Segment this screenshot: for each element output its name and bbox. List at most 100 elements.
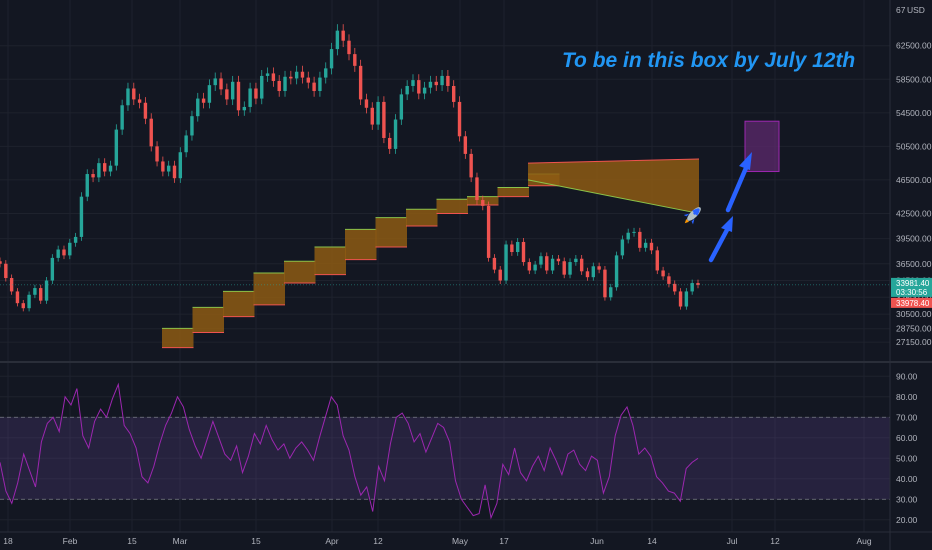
candle-body	[428, 81, 433, 88]
candle-body	[318, 77, 322, 92]
candle-body	[638, 231, 642, 248]
candle-body	[504, 244, 508, 281]
candle-body	[550, 258, 555, 271]
candle-body	[120, 105, 124, 130]
rsi-tick-label: 40.00	[896, 474, 918, 484]
candle-body	[492, 257, 497, 270]
candle-body	[9, 278, 14, 292]
time-axis[interactable]: 18 Feb 15 Mar 15 Apr 12 May 17 Jun 14 Jul 12 Aug	[3, 536, 872, 546]
time-tick-label: 18	[3, 536, 13, 546]
channel-wedge	[528, 158, 699, 214]
rsi-axis[interactable]: 20.00 30.00 40.00 50.00 60.00 70.00 80.00 90.00	[896, 371, 918, 525]
candle-body	[556, 258, 561, 262]
candle-body	[178, 152, 183, 179]
channel-step	[192, 307, 224, 333]
candle-body	[225, 89, 229, 100]
candle-body	[498, 269, 502, 281]
candle-body	[434, 81, 438, 86]
candle-body	[661, 270, 665, 277]
price-tick-label: 39500.00	[896, 234, 932, 244]
candle-body	[574, 258, 578, 263]
channel-step	[223, 291, 255, 317]
candle-body	[678, 291, 683, 307]
candle-body	[393, 119, 398, 149]
candle-body	[463, 136, 468, 154]
candle-body	[486, 205, 491, 258]
upward-arrows[interactable]	[708, 152, 752, 263]
candle-body	[15, 291, 20, 304]
annotation-text[interactable]: To be in this box by July 12th	[562, 49, 855, 72]
candle-body	[132, 88, 136, 100]
candle-body	[196, 98, 200, 117]
time-tick-label: 15	[127, 536, 137, 546]
price-tick-label: 62500.00	[896, 41, 932, 51]
rsi-tick-label: 20.00	[896, 515, 918, 525]
last-price-badge: 33981.40 03:30:56	[891, 277, 932, 297]
time-tick-label: Feb	[63, 536, 78, 546]
candle-body	[469, 153, 473, 178]
time-tick-label: Apr	[325, 536, 338, 546]
secondary-price-badge: 33978.40	[891, 297, 932, 308]
candle-body	[50, 257, 55, 281]
candle-body	[289, 76, 293, 79]
last-price-label: 33981.40	[896, 279, 930, 288]
price-tick-label: 42500.00	[896, 208, 932, 218]
candle-body	[585, 271, 590, 278]
candle-body	[149, 118, 153, 147]
candle-body	[510, 244, 514, 253]
candle-body	[143, 102, 148, 119]
candle-body	[85, 174, 89, 197]
candle-body	[277, 80, 281, 92]
candle-body	[411, 80, 415, 86]
arrow-2-head	[739, 152, 752, 170]
candle-body	[568, 262, 572, 275]
candle-body	[137, 99, 142, 103]
time-tick-label: 12	[770, 536, 780, 546]
candle-body	[219, 78, 223, 90]
countdown-label: 03:30:56	[896, 288, 928, 297]
candle-body	[56, 249, 60, 258]
candle-body	[213, 78, 217, 86]
price-axis-partial-label: 67	[896, 5, 906, 15]
candle-body	[184, 135, 188, 153]
rsi-line	[0, 382, 699, 520]
candle-body	[539, 256, 543, 265]
candle-body	[579, 258, 584, 272]
candle-body	[673, 283, 677, 292]
price-tick-label: 50500.00	[896, 141, 932, 151]
candle-body	[422, 87, 427, 94]
candle-body	[172, 165, 177, 179]
candle-body	[475, 177, 479, 201]
price-tick-label: 36500.00	[896, 259, 932, 269]
candle-body	[21, 303, 25, 309]
rsi-tick-label: 80.00	[896, 392, 918, 402]
candle-body	[690, 283, 694, 292]
candle-body	[603, 269, 607, 298]
candle-body	[684, 291, 689, 307]
candle-body	[312, 82, 316, 92]
arrow-2-line	[725, 165, 749, 213]
candlestick-series	[0, 24, 700, 312]
candle-body	[73, 236, 78, 243]
rsi-tick-label: 70.00	[896, 412, 918, 422]
candle-body	[329, 49, 334, 69]
price-tick-label: 46500.00	[896, 175, 932, 185]
channel-step	[375, 217, 407, 247]
rsi-tick-label: 90.00	[896, 371, 918, 381]
channel-step	[497, 187, 529, 197]
candle-body	[643, 242, 648, 248]
candle-body	[79, 196, 84, 237]
candle-body	[591, 266, 595, 278]
candle-body	[44, 280, 49, 301]
price-tick-label: 32500.00	[896, 292, 932, 302]
candle-body	[364, 99, 369, 108]
candle-body	[446, 75, 450, 86]
time-tick-label: Aug	[856, 536, 871, 546]
rsi-tick-label: 30.00	[896, 494, 918, 504]
candle-body	[347, 40, 351, 55]
candle-body	[201, 98, 206, 103]
channel-step	[345, 229, 377, 260]
candle-body	[696, 283, 700, 285]
candle-body	[62, 249, 66, 256]
